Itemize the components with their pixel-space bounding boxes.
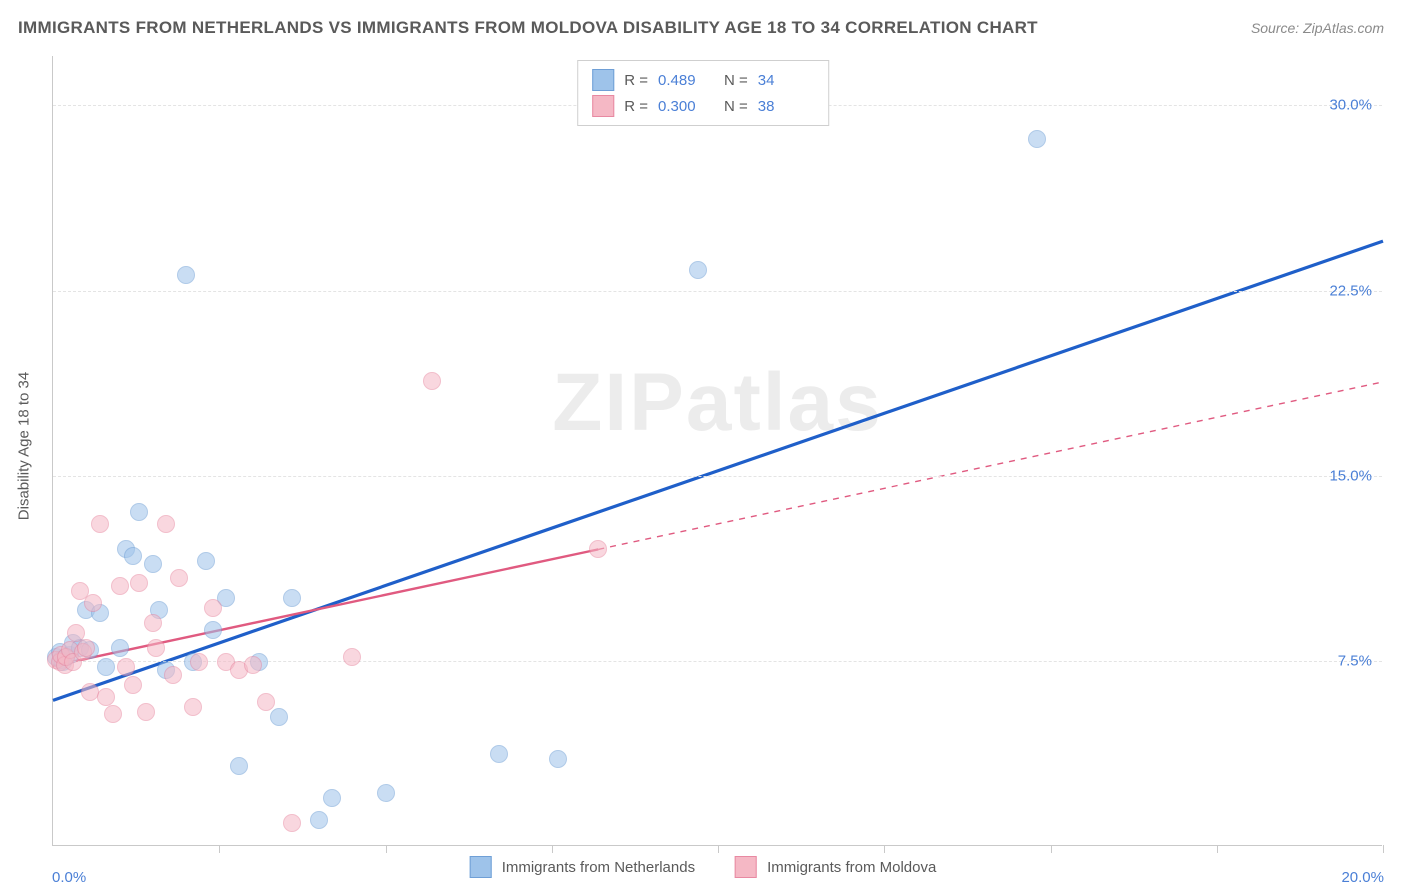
point-moldova (104, 705, 122, 723)
legend-r-label: R = (624, 72, 648, 89)
legend-label: Immigrants from Netherlands (502, 859, 695, 876)
y-tick-label: 22.5% (1329, 282, 1372, 299)
point-netherlands (1028, 130, 1046, 148)
point-moldova (137, 703, 155, 721)
point-netherlands (689, 261, 707, 279)
y-tick-label: 30.0% (1329, 97, 1372, 114)
point-moldova (77, 639, 95, 657)
legend-swatch (592, 69, 614, 91)
x-tick (884, 845, 885, 853)
point-netherlands (490, 745, 508, 763)
x-tick (1051, 845, 1052, 853)
legend-r-value: 0.489 (658, 72, 714, 89)
point-netherlands (283, 589, 301, 607)
point-moldova (244, 656, 262, 674)
legend-label: Immigrants from Moldova (767, 859, 936, 876)
point-moldova (190, 653, 208, 671)
gridline (53, 291, 1382, 292)
x-tick (386, 845, 387, 853)
point-netherlands (197, 552, 215, 570)
legend-row: R = 0.300 N = 38 (592, 93, 814, 119)
point-netherlands (323, 789, 341, 807)
point-netherlands (270, 708, 288, 726)
point-moldova (124, 676, 142, 694)
legend-swatch (470, 856, 492, 878)
point-moldova (117, 658, 135, 676)
point-netherlands (97, 658, 115, 676)
point-moldova (157, 515, 175, 533)
x-tick (1217, 845, 1218, 853)
x-tick-20: 20.0% (1341, 869, 1384, 886)
legend-item: Immigrants from Moldova (735, 856, 936, 878)
y-axis-label: Disability Age 18 to 34 (16, 372, 33, 520)
x-tick (219, 845, 220, 853)
point-moldova (589, 540, 607, 558)
point-moldova (81, 683, 99, 701)
x-tick (552, 845, 553, 853)
gridline (53, 476, 1382, 477)
point-moldova (423, 372, 441, 390)
point-netherlands (144, 555, 162, 573)
point-moldova (257, 693, 275, 711)
point-netherlands (130, 503, 148, 521)
trendline-solid (53, 549, 598, 665)
legend-row: R = 0.489 N = 34 (592, 67, 814, 93)
point-moldova (144, 614, 162, 632)
point-moldova (343, 648, 361, 666)
correlation-legend: R = 0.489 N = 34 R = 0.300 N = 38 (577, 60, 829, 126)
point-moldova (147, 639, 165, 657)
point-netherlands (177, 266, 195, 284)
point-moldova (164, 666, 182, 684)
point-netherlands (111, 639, 129, 657)
point-netherlands (549, 750, 567, 768)
source-label: Source: (1251, 20, 1299, 36)
legend-n-label: N = (724, 72, 748, 89)
point-moldova (130, 574, 148, 592)
legend-n-label: N = (724, 98, 748, 115)
legend-r-value: 0.300 (658, 98, 714, 115)
point-moldova (184, 698, 202, 716)
legend-n-value: 38 (758, 98, 814, 115)
point-moldova (204, 599, 222, 617)
x-tick (718, 845, 719, 853)
legend-swatch (735, 856, 757, 878)
point-moldova (111, 577, 129, 595)
point-netherlands (230, 757, 248, 775)
trendline (53, 241, 1383, 700)
trend-lines-svg (53, 56, 1382, 845)
source-attribution: Source: ZipAtlas.com (1251, 20, 1384, 36)
point-netherlands (204, 621, 222, 639)
series-legend: Immigrants from Netherlands Immigrants fr… (470, 856, 937, 878)
point-moldova (170, 569, 188, 587)
point-moldova (97, 688, 115, 706)
point-moldova (91, 515, 109, 533)
y-tick-label: 15.0% (1329, 467, 1372, 484)
x-tick-0: 0.0% (52, 869, 86, 886)
legend-n-value: 34 (758, 72, 814, 89)
x-tick (1383, 845, 1384, 853)
point-netherlands (377, 784, 395, 802)
point-netherlands (124, 547, 142, 565)
legend-r-label: R = (624, 98, 648, 115)
source-value: ZipAtlas.com (1303, 20, 1384, 36)
plot-area: ZIPatlas 7.5%15.0%22.5%30.0% (52, 56, 1382, 846)
legend-item: Immigrants from Netherlands (470, 856, 695, 878)
trendline-dashed (598, 382, 1383, 550)
point-netherlands (310, 811, 328, 829)
point-moldova (283, 814, 301, 832)
legend-swatch (592, 95, 614, 117)
point-moldova (84, 594, 102, 612)
chart-title: IMMIGRANTS FROM NETHERLANDS VS IMMIGRANT… (18, 18, 1038, 38)
y-tick-label: 7.5% (1338, 652, 1372, 669)
